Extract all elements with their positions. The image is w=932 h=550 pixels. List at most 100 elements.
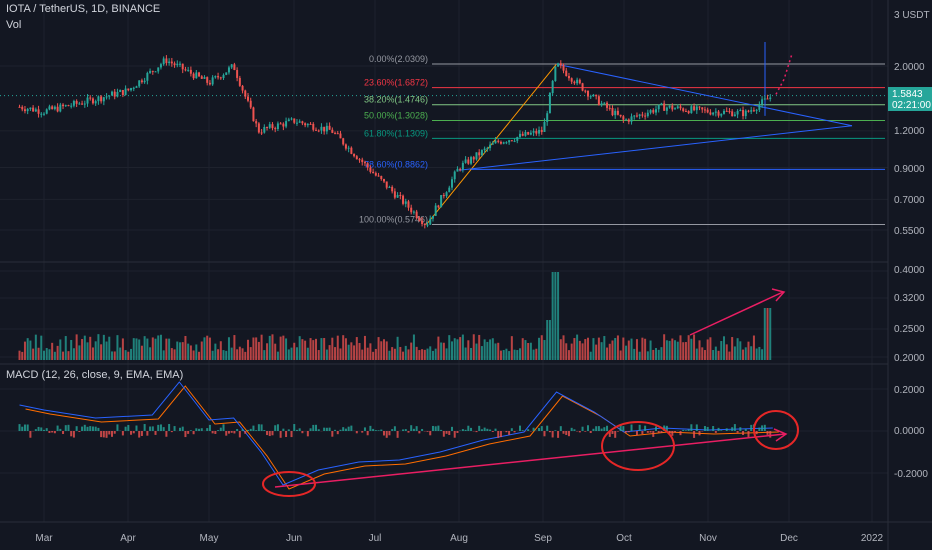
candle-body[interactable] <box>548 92 551 114</box>
candle-body[interactable] <box>72 100 75 106</box>
candle-body[interactable] <box>486 147 489 149</box>
candle-body[interactable] <box>81 103 84 105</box>
candle-body[interactable] <box>687 111 690 114</box>
candle-body[interactable] <box>48 106 51 110</box>
candle-body[interactable] <box>494 140 497 144</box>
candle-body[interactable] <box>426 224 429 226</box>
candle-body[interactable] <box>739 110 742 112</box>
candle-body[interactable] <box>480 150 483 156</box>
candle-body[interactable] <box>412 211 415 213</box>
candle-body[interactable] <box>434 205 437 216</box>
candle-body[interactable] <box>589 96 592 98</box>
candle-body[interactable] <box>157 67 160 72</box>
candle-body[interactable] <box>334 132 337 134</box>
candle-body[interactable] <box>214 76 217 78</box>
candle-body[interactable] <box>203 77 206 79</box>
candle-body[interactable] <box>665 107 668 111</box>
candle-body[interactable] <box>149 70 152 73</box>
candle-body[interactable] <box>268 124 271 128</box>
candle-body[interactable] <box>70 105 73 107</box>
candle-body[interactable] <box>383 179 385 182</box>
candle-body[interactable] <box>540 129 543 132</box>
candle-body[interactable] <box>532 130 535 133</box>
candle-body[interactable] <box>529 132 532 135</box>
candle-body[interactable] <box>75 100 78 104</box>
candle-body[interactable] <box>622 116 625 120</box>
candle-body[interactable] <box>298 121 301 123</box>
candle-body[interactable] <box>140 80 143 83</box>
candle-body[interactable] <box>752 110 755 112</box>
candle-body[interactable] <box>603 102 606 104</box>
candle-body[interactable] <box>130 88 133 91</box>
candle-body[interactable] <box>179 63 181 65</box>
candle-body[interactable] <box>725 110 728 112</box>
candle-body[interactable] <box>249 100 252 108</box>
candle-body[interactable] <box>701 107 704 110</box>
candle-body[interactable] <box>587 90 589 97</box>
candle-body[interactable] <box>570 78 573 82</box>
candle-body[interactable] <box>660 103 663 105</box>
candle-body[interactable] <box>301 121 304 124</box>
candle-body[interactable] <box>625 119 628 121</box>
candle-body[interactable] <box>189 69 192 74</box>
candle-body[interactable] <box>489 144 492 148</box>
candle-body[interactable] <box>698 106 701 108</box>
candle-body[interactable] <box>690 106 693 114</box>
candle-body[interactable] <box>29 107 32 110</box>
candle-body[interactable] <box>521 133 524 136</box>
candle-body[interactable] <box>18 106 21 108</box>
price-axis[interactable]: 3 USDT 2.0000 1.2000 0.9000 0.7000 0.550… <box>888 10 932 237</box>
candle-body[interactable] <box>456 168 459 172</box>
candle-body[interactable] <box>766 98 769 100</box>
candle-body[interactable] <box>445 192 448 197</box>
candle-body[interactable] <box>350 147 353 154</box>
candle-body[interactable] <box>679 106 682 109</box>
candle-body[interactable] <box>230 64 233 68</box>
candle-body[interactable] <box>470 157 473 164</box>
candle-body[interactable] <box>635 115 638 117</box>
candle-body[interactable] <box>143 80 146 83</box>
candle-body[interactable] <box>573 81 576 84</box>
fibonacci-retracement[interactable]: 0.00%(2.0309) 23.60%(1.6872) 38.20%(1.4746… <box>0 54 888 225</box>
candle-body[interactable] <box>415 211 418 219</box>
candle-body[interactable] <box>127 88 130 91</box>
candle-body[interactable] <box>64 105 67 107</box>
candle-body[interactable] <box>328 125 331 130</box>
candle-body[interactable] <box>535 130 538 134</box>
candlestick-series[interactable] <box>18 55 772 229</box>
candle-body[interactable] <box>709 112 712 115</box>
candle-body[interactable] <box>431 215 434 219</box>
candle-body[interactable] <box>111 91 113 96</box>
candle-body[interactable] <box>464 159 467 163</box>
candle-body[interactable] <box>255 121 258 124</box>
candle-body[interactable] <box>502 142 505 144</box>
candle-body[interactable] <box>23 109 26 112</box>
candle-body[interactable] <box>121 90 124 96</box>
triangle-lower-line[interactable] <box>458 125 853 171</box>
candle-body[interactable] <box>119 90 122 92</box>
candle-body[interactable] <box>576 79 579 84</box>
candle-body[interactable] <box>497 140 500 142</box>
candle-body[interactable] <box>241 85 244 91</box>
candle-body[interactable] <box>309 123 312 125</box>
candle-body[interactable] <box>165 58 168 64</box>
candle-body[interactable] <box>448 187 451 193</box>
candle-body[interactable] <box>731 111 734 117</box>
candle-body[interactable] <box>459 168 462 170</box>
candle-body[interactable] <box>682 108 685 111</box>
candle-body[interactable] <box>600 103 603 106</box>
candle-body[interactable] <box>693 106 696 111</box>
macd-legend[interactable]: MACD (12, 26, close, 9, EMA, EMA) <box>6 369 184 381</box>
candle-body[interactable] <box>717 111 720 116</box>
candle-body[interactable] <box>187 69 190 71</box>
candle-body[interactable] <box>233 64 236 71</box>
candle-body[interactable] <box>668 105 671 108</box>
candle-body[interactable] <box>358 159 361 161</box>
candle-body[interactable] <box>611 108 614 116</box>
candle-body[interactable] <box>747 110 750 112</box>
candle-body[interactable] <box>638 114 641 116</box>
time-axis[interactable]: Mar Apr May Jun Jul Aug Sep Oct Nov Dec … <box>35 533 883 544</box>
candle-body[interactable] <box>132 87 135 89</box>
candle-body[interactable] <box>614 110 617 116</box>
candle-body[interactable] <box>198 72 201 77</box>
